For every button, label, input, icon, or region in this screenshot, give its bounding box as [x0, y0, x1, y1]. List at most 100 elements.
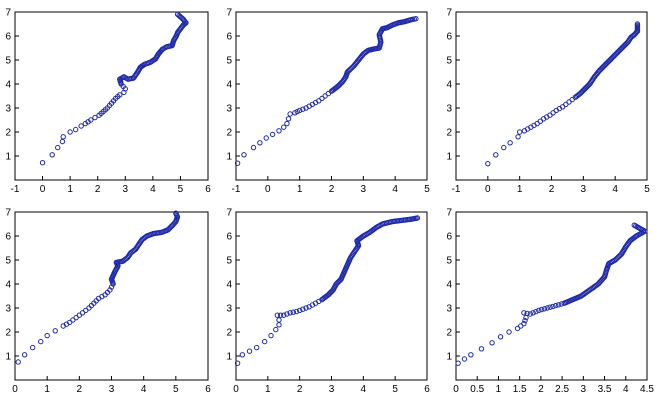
y-tick-label: 5	[446, 256, 452, 267]
data-point	[300, 306, 306, 312]
data-point	[284, 120, 290, 127]
data-point	[547, 304, 553, 310]
data-point	[277, 312, 284, 318]
data-point	[287, 111, 293, 117]
data-point	[296, 107, 303, 114]
x-tick-label: 3	[329, 384, 335, 395]
data-point	[39, 160, 46, 166]
y-tick-label: 1	[5, 152, 11, 163]
x-tick-label: 3	[123, 184, 129, 195]
data-point	[176, 12, 182, 19]
y-tick-label: 7	[446, 208, 452, 219]
data-point	[506, 329, 512, 335]
plot-frame	[14, 11, 209, 181]
data-point	[553, 302, 559, 309]
data-point	[468, 352, 474, 358]
y-tick-label: 7	[226, 208, 232, 219]
x-tick-label: 6	[205, 184, 211, 195]
y-tick-label: 2	[226, 128, 232, 139]
y-tick-label: 7	[226, 8, 232, 19]
y-tick-label: 7	[5, 208, 11, 219]
data-point	[287, 310, 293, 316]
panel-4: 0 1 2 3 4 5 6 1 2 3 4 5 6 7	[5, 208, 211, 396]
data-point	[515, 134, 521, 140]
y-tick-label: 4	[446, 80, 452, 91]
y-tick-label: 4	[226, 80, 232, 91]
x-tick-label: 1.5	[513, 384, 527, 395]
x-tick-label: 3	[361, 184, 367, 195]
data-point	[173, 210, 179, 216]
data-point	[261, 338, 268, 345]
data-point	[281, 124, 287, 130]
y-tick-label: 1	[446, 352, 452, 363]
y-tick-label: 1	[226, 152, 232, 163]
x-tick-label: 1	[517, 184, 523, 195]
y-tick-label: 5	[5, 256, 11, 267]
data-point	[303, 305, 309, 311]
data-point	[182, 20, 188, 27]
data-point	[44, 332, 50, 339]
x-tick-label: 5	[644, 184, 650, 195]
data-point	[263, 135, 269, 141]
data-point	[59, 138, 66, 145]
data-point	[631, 222, 637, 228]
data-point	[29, 344, 36, 351]
data-point	[250, 144, 257, 151]
data-point	[516, 129, 523, 135]
data-point	[281, 312, 287, 318]
data-point	[274, 312, 281, 318]
y-tick-label: 4	[5, 280, 11, 291]
x-tick-label: 4	[392, 184, 398, 195]
x-tick-label: 5	[178, 184, 184, 195]
y-tick-label: 6	[5, 32, 11, 43]
y-tick-label: 7	[5, 8, 11, 19]
data-point	[497, 334, 504, 340]
data-point	[52, 328, 58, 334]
data-point	[541, 306, 548, 312]
data-point	[55, 144, 61, 151]
data-point	[285, 116, 292, 122]
x-tick-label: 3	[581, 384, 587, 395]
y-tick-label: 4	[446, 280, 452, 291]
data-point	[524, 310, 530, 317]
plot-frame	[235, 11, 428, 181]
x-tick-label: 0	[453, 384, 459, 395]
x-tick-label: -1	[452, 184, 461, 195]
plot-frame	[235, 211, 428, 381]
data-point	[507, 140, 513, 146]
data-point	[49, 152, 55, 158]
y-tick-label: 5	[5, 56, 11, 67]
x-tick-label: 4	[361, 384, 367, 395]
x-tick-label: 0	[12, 384, 18, 395]
plot-frame	[14, 211, 209, 381]
data-point	[117, 92, 123, 98]
data-point	[290, 309, 296, 315]
x-tick-label: 4	[623, 384, 629, 395]
data-point	[300, 106, 306, 112]
data-point	[269, 131, 276, 138]
panel-2: -1 0 1 2 3 4 5 1 2 3 4 5 6 7	[226, 8, 430, 196]
y-tick-label: 1	[226, 352, 232, 363]
data-point	[538, 306, 545, 313]
data-point	[533, 308, 539, 315]
data-point	[276, 317, 282, 323]
plot-frame	[455, 11, 648, 181]
x-tick-label: 5	[392, 384, 398, 395]
x-tick-label: 0	[265, 184, 271, 195]
data-point	[268, 332, 274, 339]
y-tick-label: 5	[226, 256, 232, 267]
data-point	[296, 307, 303, 314]
y-tick-label: 2	[226, 328, 232, 339]
x-tick-label: 5	[424, 184, 430, 195]
y-tick-label: 1	[446, 152, 452, 163]
x-tick-label: 2	[297, 384, 303, 395]
panel-6: 0 0.5 1 1.5 2 2.5 3 3.5 4 4.5 1 2 3 4 5 6 7	[446, 208, 654, 396]
y-tick-label: 6	[446, 232, 452, 243]
y-tick-label: 3	[226, 304, 232, 315]
x-tick-label: 2.5	[555, 384, 569, 395]
data-point	[253, 344, 260, 351]
data-point	[522, 317, 528, 324]
x-tick-label: 1	[496, 384, 502, 395]
panel-5: 0 1 2 3 4 5 6 1 2 3 4 5 6 7	[226, 208, 430, 396]
x-tick-label: 5	[173, 384, 179, 395]
